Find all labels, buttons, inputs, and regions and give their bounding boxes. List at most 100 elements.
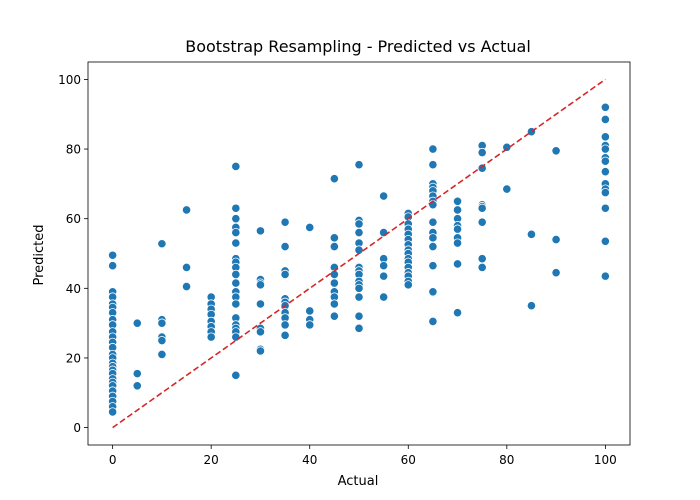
data-point [502, 184, 512, 194]
x-tick-label: 20 [204, 453, 219, 467]
data-point [403, 280, 413, 290]
data-point [280, 330, 290, 340]
data-point [108, 407, 118, 417]
data-point [231, 332, 241, 342]
data-point [329, 241, 339, 252]
data-point [551, 234, 561, 245]
data-point [428, 287, 438, 297]
data-point [477, 203, 487, 213]
y-axis-label: Predicted [32, 224, 47, 285]
points-layer [108, 102, 610, 417]
data-point [329, 278, 339, 288]
data-point [181, 281, 192, 292]
data-point [231, 238, 241, 248]
data-point [526, 301, 537, 311]
data-point [477, 254, 487, 264]
data-point [305, 222, 315, 232]
data-point [108, 261, 118, 271]
x-tick-label: 80 [499, 453, 514, 467]
x-tick-label: 60 [401, 453, 416, 467]
data-point [379, 261, 389, 271]
y-tick-label: 20 [66, 351, 81, 365]
data-point [305, 306, 315, 316]
data-point [157, 335, 167, 346]
data-point [428, 160, 438, 170]
reference-line [112, 78, 606, 429]
data-point [354, 311, 364, 321]
data-point [600, 156, 610, 166]
y-tick-label: 80 [66, 143, 81, 157]
x-axis-label: Actual [338, 474, 379, 489]
data-point [600, 236, 610, 246]
data-point [379, 271, 389, 281]
data-point [354, 228, 364, 238]
data-point [206, 332, 216, 342]
data-point [428, 217, 438, 227]
x-tick-label: 40 [302, 453, 317, 467]
data-point [477, 217, 487, 227]
data-point [600, 187, 610, 198]
data-point [600, 271, 610, 281]
data-point [354, 283, 364, 293]
data-point [452, 224, 463, 234]
data-point [181, 262, 192, 273]
data-point [600, 203, 610, 213]
data-point [231, 228, 241, 238]
x-axis-ticks: 0 20 40 60 80 100 [109, 445, 617, 467]
data-point [157, 318, 167, 328]
data-point [329, 311, 339, 321]
data-point [379, 228, 389, 238]
data-point [132, 381, 142, 391]
data-point [181, 205, 192, 215]
plot-frame [87, 61, 631, 446]
data-point [502, 142, 512, 152]
data-point [428, 261, 438, 271]
data-point [477, 163, 487, 173]
x-tick-label: 100 [594, 453, 617, 467]
data-point [329, 233, 339, 243]
data-point [255, 346, 266, 356]
data-point [231, 214, 241, 224]
y-tick-label: 0 [73, 421, 81, 435]
data-point [329, 174, 339, 184]
data-point [280, 269, 290, 279]
data-point [280, 320, 290, 330]
data-point [379, 292, 389, 302]
reference-line-layer [112, 78, 606, 429]
data-point [428, 144, 438, 154]
data-point [600, 167, 610, 177]
data-point [231, 269, 241, 279]
y-tick-label: 40 [66, 282, 81, 296]
data-point [551, 146, 561, 156]
data-point [354, 160, 364, 170]
data-point [526, 229, 537, 239]
data-point [255, 327, 266, 337]
data-point [452, 308, 463, 318]
data-point [108, 250, 118, 260]
data-point [452, 259, 463, 269]
data-point [231, 370, 241, 380]
data-point [428, 241, 438, 252]
y-tick-label: 100 [58, 73, 81, 87]
data-point [157, 239, 167, 249]
data-point [452, 196, 463, 206]
data-point [255, 280, 266, 290]
data-point [551, 268, 561, 278]
data-point [379, 191, 389, 201]
data-point [600, 102, 610, 112]
data-point [231, 161, 241, 172]
data-point [452, 205, 463, 215]
data-point [255, 226, 266, 236]
data-point [280, 241, 290, 252]
data-point [452, 238, 463, 248]
data-point [428, 316, 438, 326]
y-axis-ticks: 0 20 40 60 80 100 [58, 73, 88, 435]
data-point [600, 114, 610, 125]
data-point [231, 278, 241, 288]
data-point [428, 233, 438, 243]
data-point [280, 217, 290, 227]
data-point [477, 262, 487, 273]
data-point [231, 299, 241, 309]
data-point [329, 299, 339, 309]
